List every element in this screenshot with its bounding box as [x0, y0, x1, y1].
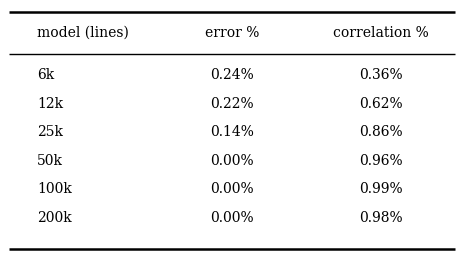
Text: 0.14%: 0.14% — [210, 125, 253, 139]
Text: 0.99%: 0.99% — [358, 182, 401, 196]
Text: 0.36%: 0.36% — [358, 68, 401, 82]
Text: 25k: 25k — [37, 125, 63, 139]
Text: 50k: 50k — [37, 154, 63, 168]
Text: 0.98%: 0.98% — [358, 211, 401, 225]
Text: 100k: 100k — [37, 182, 72, 196]
Text: 6k: 6k — [37, 68, 54, 82]
Text: model (lines): model (lines) — [37, 26, 129, 40]
Text: 0.62%: 0.62% — [358, 97, 401, 111]
Text: 0.96%: 0.96% — [358, 154, 401, 168]
Text: 0.00%: 0.00% — [210, 211, 253, 225]
Text: 12k: 12k — [37, 97, 63, 111]
Text: 200k: 200k — [37, 211, 72, 225]
Text: 0.00%: 0.00% — [210, 182, 253, 196]
Text: 0.86%: 0.86% — [358, 125, 401, 139]
Text: 0.00%: 0.00% — [210, 154, 253, 168]
Text: error %: error % — [204, 26, 259, 40]
Text: 0.22%: 0.22% — [210, 97, 253, 111]
Text: correlation %: correlation % — [332, 26, 427, 40]
Text: 0.24%: 0.24% — [210, 68, 253, 82]
